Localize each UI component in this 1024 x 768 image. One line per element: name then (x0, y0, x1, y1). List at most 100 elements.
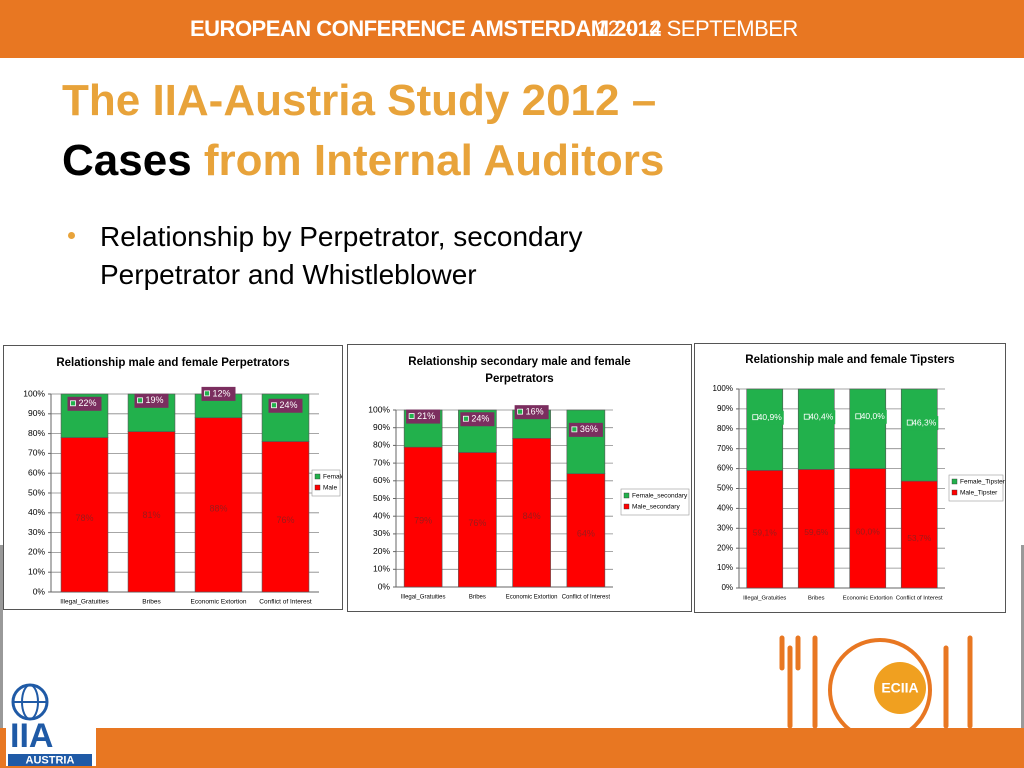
label-box (67, 396, 102, 411)
bar-segment (849, 388, 887, 469)
y-tick-label: 100% (713, 384, 733, 393)
y-tick-label: 20% (373, 546, 390, 556)
data-label: 21% (417, 411, 435, 421)
label-key (408, 413, 415, 419)
legend-label: Male (323, 485, 337, 492)
iia-logo: IIA AUSTRIA (6, 678, 96, 766)
y-tick-label: 30% (717, 523, 733, 532)
data-label: 59,1% (753, 527, 778, 537)
legend-key (623, 503, 630, 510)
x-tick-label: Illegal_Gratuities (60, 599, 109, 606)
slide-title: The IIA-Austria Study 2012 – (62, 76, 657, 125)
data-label: 12% (212, 388, 230, 398)
bar-segment (261, 441, 310, 593)
data-label: 22% (78, 398, 96, 408)
title-rest: from Internal Auditors (203, 136, 665, 185)
label-key (752, 414, 759, 421)
slide-title-line2: Cases from Internal Auditors (62, 136, 664, 186)
bar-segment (900, 388, 938, 482)
data-label: 40,0% (861, 411, 886, 421)
austria-text: AUSTRIA (26, 754, 75, 766)
y-tick-label: 20% (28, 547, 45, 557)
bullet-dot (68, 232, 75, 239)
x-tick-label: Conflict of Interest (896, 596, 943, 602)
bar-segment (900, 480, 938, 589)
bar-segment (127, 431, 176, 593)
data-label: 46,3% (912, 417, 937, 427)
label-key (517, 408, 524, 415)
label-box (801, 410, 836, 425)
bar-segment (746, 388, 784, 471)
bar-segment (797, 388, 835, 470)
data-label: 24% (471, 414, 489, 424)
y-tick-label: 70% (717, 444, 733, 453)
label-key (462, 415, 469, 422)
x-tick-label: Economic Extortion (191, 599, 247, 606)
footer-bar (0, 728, 1024, 768)
y-tick-label: 40% (28, 507, 45, 517)
y-tick-label: 80% (28, 428, 45, 438)
label-key (137, 397, 143, 404)
label-box (904, 416, 939, 431)
header-bar (0, 0, 1024, 58)
data-label: 36% (580, 424, 598, 434)
chart-svg: 0% 10% 20% 30% 40% 50% 60% 70% 80% 90% 100% Illegal… (368, 404, 690, 601)
austria-bar (8, 754, 92, 766)
chart: 0% 10% 20% 30% 40% 50% 60% 70% 80% 90% 100% Illegal… (3, 345, 343, 610)
legend-label: Male_secondary (632, 504, 680, 511)
x-tick-label: Illegal_Gratuities (401, 595, 446, 601)
legend-label: Female_secondary (632, 493, 688, 500)
data-label: 76% (468, 518, 486, 528)
legend-box (620, 488, 690, 516)
cutlery (779, 635, 973, 728)
data-label: 40,9% (758, 412, 783, 422)
y-tick-label: 20% (717, 543, 733, 552)
y-tick-label: 0% (33, 586, 46, 596)
iia-text: IIA (10, 717, 53, 755)
y-tick-label: 60% (28, 467, 45, 477)
legend-label: Male_Tipster (960, 490, 998, 497)
bar-segment (458, 452, 497, 588)
y-tick-label: 40% (373, 510, 390, 520)
chart: 0% 10% 20% 30% 40% 50% 60% 70% 80% 90% 100% Illegal… (694, 343, 1006, 613)
eciia-text: ECIIA (881, 680, 918, 696)
y-tick-label: 70% (28, 448, 45, 458)
bullet-text: Relationship by Perpetrator, secondary P… (100, 221, 583, 290)
data-label: 40,4% (809, 411, 834, 421)
data-label: 79% (414, 515, 432, 525)
legend-label: Female (323, 474, 342, 481)
x-tick-label: Economic Extortion (506, 595, 558, 601)
bar-segment (194, 417, 243, 593)
data-label: 53,7% (907, 533, 932, 543)
y-tick-label: 0% (721, 583, 733, 592)
header-dates: 12 - 14 SEPTEMBER (596, 16, 798, 41)
y-tick-label: 90% (373, 422, 390, 432)
data-label: 88% (209, 503, 227, 513)
label-key (204, 390, 210, 397)
y-tick-label: 90% (28, 408, 45, 418)
x-tick-label: Bribes (469, 595, 486, 601)
data-label: 19% (145, 395, 163, 405)
legend-label: Female_Tipster (960, 479, 1005, 486)
eciia-circle (874, 662, 926, 714)
legend-key (951, 478, 958, 485)
x-tick-label: Illegal_Gratuities (743, 596, 786, 602)
label-key (803, 413, 810, 420)
data-label: 84% (523, 511, 541, 521)
bar-segment (746, 470, 784, 589)
label-key (70, 400, 76, 407)
y-tick-label: 40% (717, 504, 733, 513)
label-box (406, 409, 441, 424)
header-title: EUROPEAN CONFERENCE AMSTERDAM 2012 (190, 16, 662, 41)
label-box (514, 405, 549, 420)
y-tick-label: 50% (28, 487, 45, 497)
y-tick-label: 10% (373, 564, 390, 574)
chart-svg: 0% 10% 20% 30% 40% 50% 60% 70% 80% 90% 100% Illegal… (713, 384, 1005, 602)
eciia-logo: ECIIA (779, 635, 973, 728)
x-tick-label: Bribes (808, 596, 825, 602)
data-label: 60,0% (856, 527, 881, 537)
y-tick-label: 80% (717, 424, 733, 433)
side-line (0, 545, 3, 728)
chart: 0% 10% 20% 30% 40% 50% 60% 70% 80% 90% 100% Illegal… (347, 344, 692, 612)
